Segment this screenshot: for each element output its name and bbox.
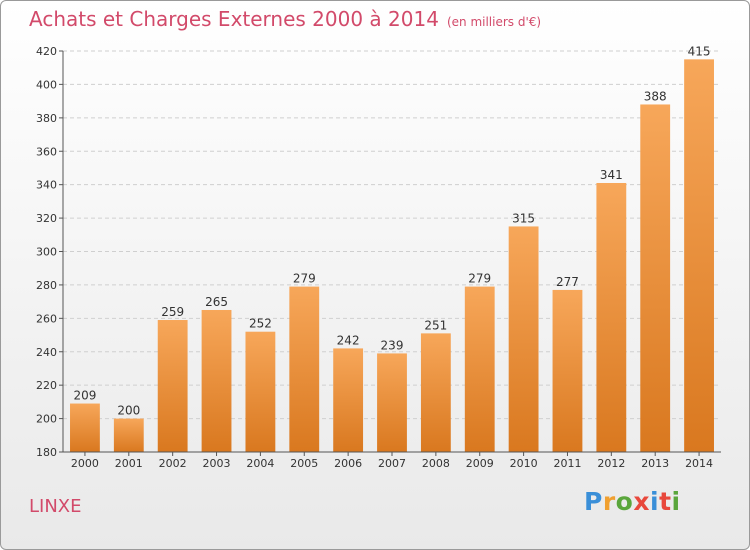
x-tick-label: 2000: [71, 457, 99, 470]
bar: [113, 418, 144, 452]
bar-value-label: 239: [381, 338, 404, 352]
x-tick-label: 2013: [641, 457, 669, 470]
bar: [684, 59, 714, 453]
bar-value-label: 265: [205, 295, 228, 309]
y-tick-label: 380: [36, 112, 57, 125]
bar: [377, 353, 407, 452]
y-tick-label: 340: [36, 179, 57, 192]
y-axis: 180 200 220 240 260 280 300 320 340 360 380 400 420: [36, 45, 64, 459]
y-tick-label: 400: [36, 78, 57, 91]
proxiti-logo: Proxiti: [584, 487, 681, 516]
x-tick-label: 2006: [334, 457, 362, 470]
bar: [640, 104, 671, 452]
logo-letter: i: [650, 487, 660, 516]
x-tick-label: 2014: [685, 457, 713, 470]
bar: [245, 331, 276, 452]
x-axis: 2000 2001 2002 2003 2004 2005 2006 2007 2008 2009…: [63, 451, 721, 470]
bar-value-label: 279: [468, 272, 491, 286]
chart-title: Achats et Charges Externes 2000 à 2014 (e…: [29, 7, 541, 31]
y-tick-label: 200: [36, 413, 57, 426]
x-tick-label: 2012: [597, 457, 625, 470]
x-tick-label: 2011: [553, 457, 581, 470]
y-tick-label: 240: [36, 346, 57, 359]
bar: [201, 309, 232, 452]
bar-value-label: 315: [512, 211, 535, 225]
x-tick-label: 2001: [115, 457, 143, 470]
x-tick-label: 2009: [466, 457, 494, 470]
commune-name: LINXE: [29, 496, 82, 517]
logo-letter: r: [602, 487, 616, 516]
logo-letter: P: [584, 487, 603, 516]
y-tick-label: 220: [36, 379, 57, 392]
x-tick-label: 2010: [510, 457, 538, 470]
x-tick-label: 2003: [203, 457, 231, 470]
bar-value-label: 279: [293, 272, 316, 286]
bar: [508, 226, 539, 452]
y-tick-label: 280: [36, 279, 57, 292]
bar-value-label: 242: [337, 333, 360, 347]
x-tick-label: 2004: [246, 457, 274, 470]
bar-value-label: 209: [73, 389, 96, 403]
bar: [420, 333, 451, 452]
bar: [464, 286, 495, 452]
logo-letter: x: [633, 487, 650, 516]
x-tick-label: 2002: [159, 457, 187, 470]
bar: [596, 182, 627, 452]
bar-value-label: 415: [688, 44, 711, 58]
bar-value-label: 388: [644, 89, 667, 103]
bar: [70, 403, 100, 452]
y-tick-label: 420: [36, 45, 57, 58]
x-tick-label: 2005: [290, 457, 318, 470]
bar-value-label: 277: [556, 275, 579, 289]
bar-value-label: 259: [161, 305, 184, 319]
chart-title-unit: (en milliers d'€): [446, 15, 542, 29]
bar: [333, 348, 364, 452]
logo-letter: t: [659, 487, 672, 516]
y-tick-label: 260: [36, 312, 57, 325]
y-tick-label: 300: [36, 246, 57, 259]
x-tick-label: 2007: [378, 457, 406, 470]
logo-letter: o: [615, 487, 634, 516]
bar-value-label: 200: [117, 404, 140, 418]
bars: 209 200 259 265 252 279 242 239 251 279 315 277 341 3…: [70, 44, 714, 453]
bar: [552, 289, 583, 452]
bar-value-label: 251: [424, 318, 447, 332]
bar: [289, 286, 320, 452]
chart-title-text: Achats et Charges Externes 2000 à 2014: [29, 7, 439, 31]
bar-value-label: 341: [600, 168, 623, 182]
y-tick-label: 320: [36, 212, 57, 225]
bar: [157, 320, 188, 452]
x-tick-label: 2008: [422, 457, 450, 470]
y-tick-label: 180: [36, 446, 57, 459]
y-tick-label: 360: [36, 145, 57, 158]
logo-letter: i: [671, 487, 681, 516]
bar-value-label: 252: [249, 317, 272, 331]
